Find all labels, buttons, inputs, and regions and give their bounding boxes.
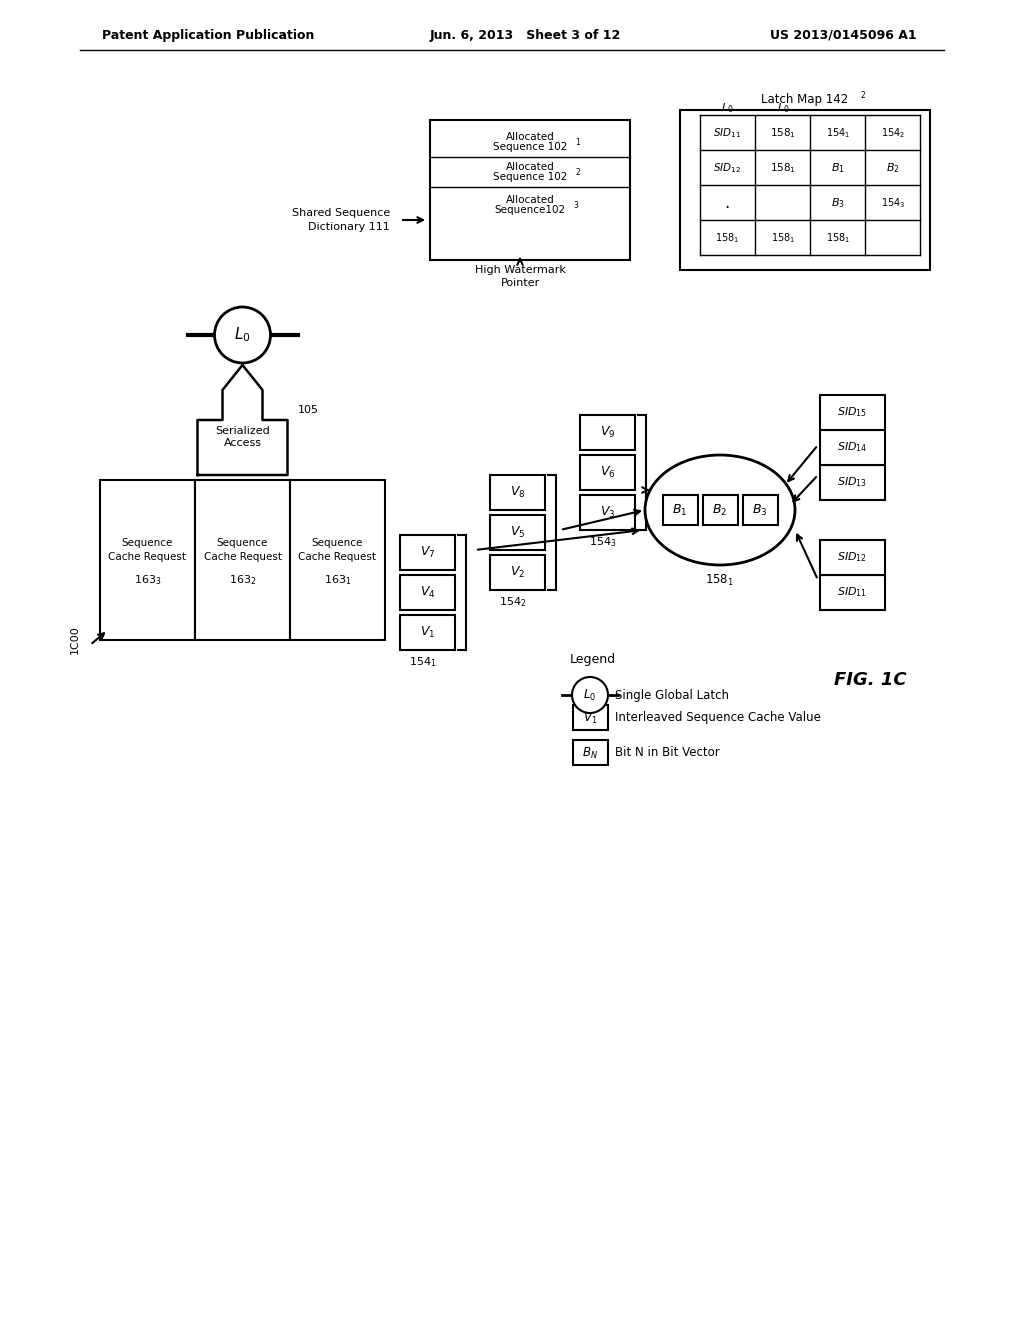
Text: Single Global Latch: Single Global Latch bbox=[615, 689, 729, 701]
FancyBboxPatch shape bbox=[573, 741, 608, 766]
Text: $154_2$: $154_2$ bbox=[881, 127, 905, 140]
Text: $163_2$: $163_2$ bbox=[228, 573, 256, 587]
Text: FIG. 1C: FIG. 1C bbox=[834, 671, 906, 689]
Text: $V_1$: $V_1$ bbox=[583, 710, 597, 726]
Ellipse shape bbox=[645, 455, 795, 565]
Text: Sequence
Cache Request: Sequence Cache Request bbox=[109, 539, 186, 561]
Text: 1: 1 bbox=[575, 139, 581, 147]
FancyBboxPatch shape bbox=[400, 576, 455, 610]
FancyBboxPatch shape bbox=[680, 110, 930, 271]
Text: Sequence102: Sequence102 bbox=[495, 205, 565, 215]
Text: $B_1$: $B_1$ bbox=[673, 503, 688, 517]
Text: $V_6$: $V_6$ bbox=[600, 465, 615, 480]
Text: $SID_{15}$: $SID_{15}$ bbox=[838, 405, 867, 420]
Circle shape bbox=[214, 308, 270, 363]
Text: $V_2$: $V_2$ bbox=[510, 565, 525, 579]
Text: Bit N in Bit Vector: Bit N in Bit Vector bbox=[615, 747, 720, 759]
Text: 2: 2 bbox=[575, 168, 581, 177]
FancyBboxPatch shape bbox=[580, 414, 635, 450]
Text: Sequence 102: Sequence 102 bbox=[493, 172, 567, 182]
Text: $B_N$: $B_N$ bbox=[582, 746, 598, 760]
FancyBboxPatch shape bbox=[195, 480, 290, 640]
Text: .: . bbox=[724, 194, 730, 213]
FancyBboxPatch shape bbox=[820, 395, 885, 430]
Text: $V_1$: $V_1$ bbox=[420, 624, 435, 640]
Text: Jun. 6, 2013   Sheet 3 of 12: Jun. 6, 2013 Sheet 3 of 12 bbox=[430, 29, 622, 41]
FancyBboxPatch shape bbox=[820, 576, 885, 610]
Text: $B_3$: $B_3$ bbox=[831, 197, 845, 210]
Text: $V_4$: $V_4$ bbox=[420, 585, 435, 601]
FancyBboxPatch shape bbox=[580, 455, 635, 490]
Text: $SID_{12}$: $SID_{12}$ bbox=[713, 161, 741, 176]
Text: $L_0$: $L_0$ bbox=[721, 102, 733, 115]
Text: $154_1$: $154_1$ bbox=[409, 655, 436, 669]
FancyBboxPatch shape bbox=[490, 554, 545, 590]
FancyBboxPatch shape bbox=[430, 120, 630, 260]
Text: $158_1$: $158_1$ bbox=[825, 231, 850, 246]
Text: Allocated: Allocated bbox=[506, 162, 554, 172]
Text: $V_7$: $V_7$ bbox=[420, 545, 435, 560]
Text: $SID_{11}$: $SID_{11}$ bbox=[838, 586, 867, 599]
Text: Latch Map 142: Latch Map 142 bbox=[762, 94, 849, 107]
FancyBboxPatch shape bbox=[400, 535, 455, 570]
Text: $154_3$: $154_3$ bbox=[881, 197, 905, 210]
Text: $V_5$: $V_5$ bbox=[510, 525, 525, 540]
Text: $SID_{13}$: $SID_{13}$ bbox=[838, 475, 867, 490]
FancyBboxPatch shape bbox=[820, 430, 885, 465]
Text: $158_1$: $158_1$ bbox=[715, 231, 739, 246]
Text: 3: 3 bbox=[573, 201, 579, 210]
Text: $SID_{12}$: $SID_{12}$ bbox=[838, 550, 867, 565]
Text: $154_1$: $154_1$ bbox=[825, 127, 850, 140]
Text: $163_3$: $163_3$ bbox=[134, 573, 162, 587]
Text: $158_1$: $158_1$ bbox=[770, 127, 796, 140]
FancyBboxPatch shape bbox=[290, 480, 385, 640]
Text: 105: 105 bbox=[298, 405, 318, 414]
Text: $SID_{11}$: $SID_{11}$ bbox=[713, 127, 741, 140]
Text: High Watermark
Pointer: High Watermark Pointer bbox=[474, 265, 565, 288]
FancyBboxPatch shape bbox=[663, 495, 697, 525]
FancyBboxPatch shape bbox=[490, 475, 545, 510]
FancyBboxPatch shape bbox=[400, 615, 455, 649]
FancyBboxPatch shape bbox=[742, 495, 777, 525]
Text: $163_1$: $163_1$ bbox=[324, 573, 351, 587]
Text: Patent Application Publication: Patent Application Publication bbox=[102, 29, 314, 41]
FancyBboxPatch shape bbox=[490, 515, 545, 550]
Text: $L_0$: $L_0$ bbox=[777, 102, 790, 115]
Text: $B_2$: $B_2$ bbox=[886, 161, 900, 176]
Text: 2: 2 bbox=[860, 91, 865, 100]
Text: $154_3$: $154_3$ bbox=[589, 535, 616, 549]
Text: Sequence 102: Sequence 102 bbox=[493, 143, 567, 152]
Text: US 2013/0145096 A1: US 2013/0145096 A1 bbox=[770, 29, 916, 41]
Polygon shape bbox=[198, 366, 288, 475]
FancyBboxPatch shape bbox=[573, 705, 608, 730]
Text: $158_1$: $158_1$ bbox=[706, 573, 734, 587]
Text: $V_9$: $V_9$ bbox=[600, 425, 615, 440]
Text: $B_2$: $B_2$ bbox=[713, 503, 728, 517]
Text: $154_2$: $154_2$ bbox=[499, 595, 526, 609]
FancyBboxPatch shape bbox=[820, 540, 885, 576]
Text: Legend: Legend bbox=[570, 653, 616, 667]
Text: Sequence
Cache Request: Sequence Cache Request bbox=[299, 539, 377, 561]
Text: Sequence
Cache Request: Sequence Cache Request bbox=[204, 539, 282, 561]
FancyBboxPatch shape bbox=[702, 495, 737, 525]
Text: $SID_{14}$: $SID_{14}$ bbox=[838, 441, 867, 454]
Text: Allocated: Allocated bbox=[506, 195, 554, 205]
Text: Shared Sequence
Dictionary 111: Shared Sequence Dictionary 111 bbox=[292, 209, 390, 231]
Text: $158_1$: $158_1$ bbox=[770, 161, 796, 176]
Text: Interleaved Sequence Cache Value: Interleaved Sequence Cache Value bbox=[615, 711, 821, 725]
FancyBboxPatch shape bbox=[580, 495, 635, 531]
FancyBboxPatch shape bbox=[100, 480, 195, 640]
Text: $L_0$: $L_0$ bbox=[584, 688, 597, 702]
Text: $V_8$: $V_8$ bbox=[510, 484, 525, 500]
Text: 1C00: 1C00 bbox=[70, 626, 80, 655]
Text: $V_3$: $V_3$ bbox=[600, 506, 615, 520]
Text: Serialized
Access: Serialized Access bbox=[215, 426, 270, 449]
Text: $B_1$: $B_1$ bbox=[831, 161, 845, 176]
Text: Allocated: Allocated bbox=[506, 132, 554, 143]
FancyBboxPatch shape bbox=[820, 465, 885, 500]
Text: $L_0$: $L_0$ bbox=[234, 326, 251, 345]
Text: $B_3$: $B_3$ bbox=[753, 503, 768, 517]
Circle shape bbox=[572, 677, 608, 713]
Text: $158_1$: $158_1$ bbox=[771, 231, 796, 246]
